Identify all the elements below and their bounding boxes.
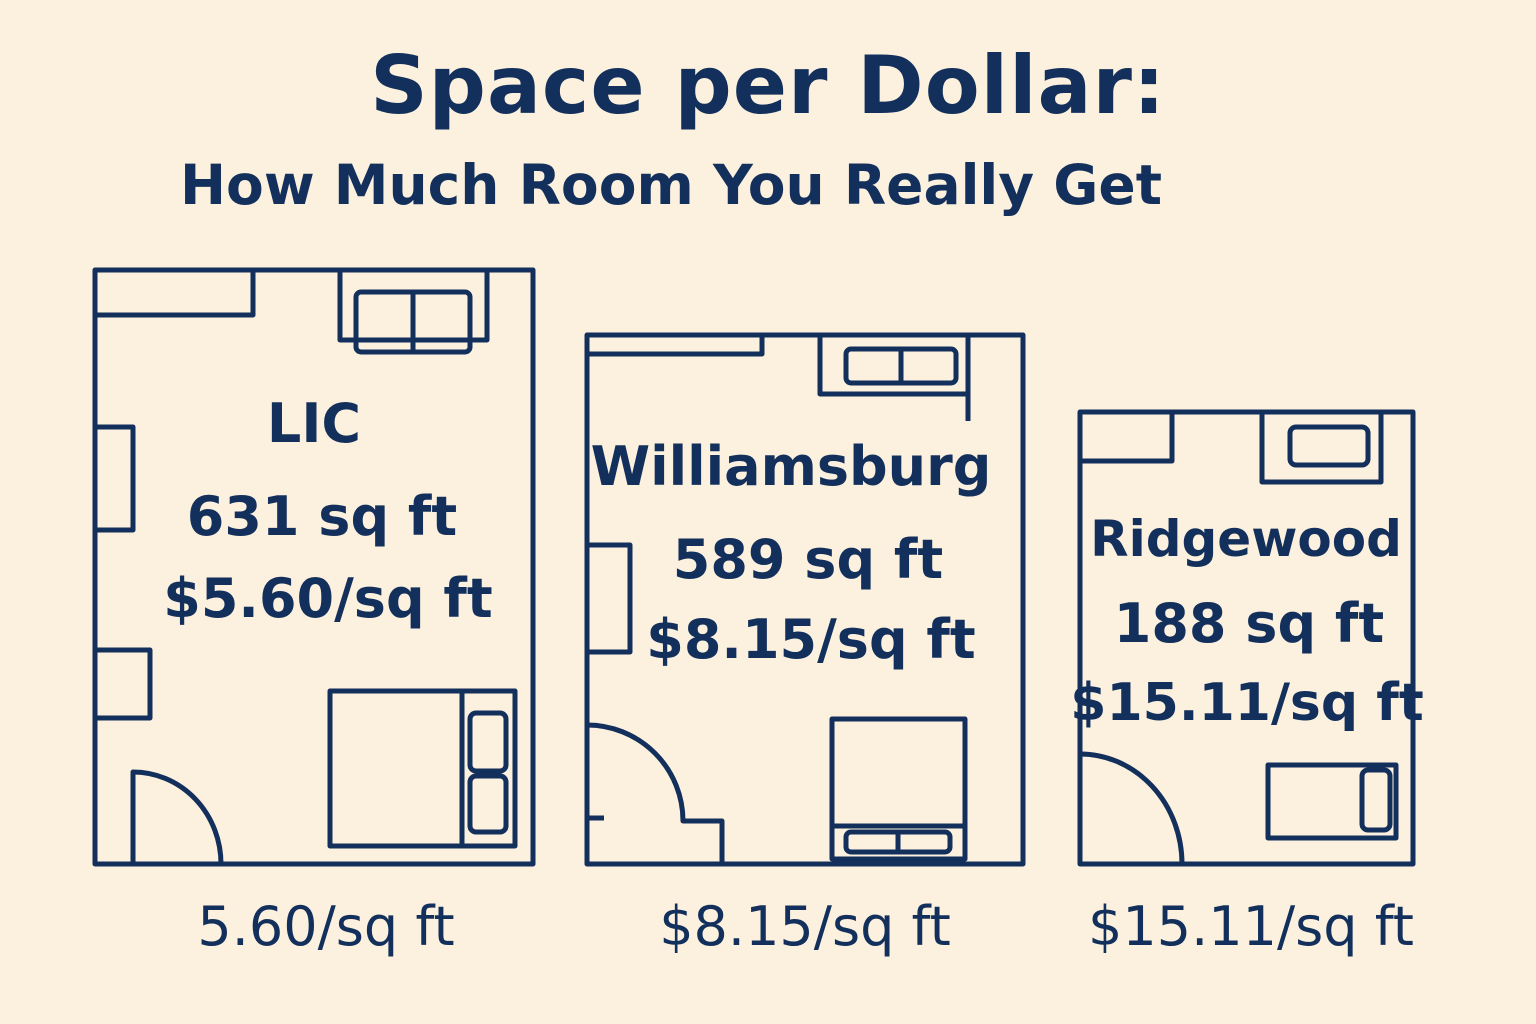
caption-williamsburg: $8.15/sq ft bbox=[659, 895, 951, 958]
furniture-ridgewood bbox=[1079, 412, 1399, 865]
page-title: Space per Dollar: bbox=[370, 39, 1166, 132]
room-price-ridgewood: $15.11/sq ft bbox=[1070, 673, 1423, 733]
room-outline-ridgewood bbox=[1077, 409, 1416, 867]
furniture-williamsburg bbox=[586, 335, 971, 864]
caption-lic: 5.60/sq ft bbox=[197, 895, 455, 958]
room-name-ridgewood: Ridgewood bbox=[1090, 510, 1402, 568]
room-outline-williamsburg bbox=[584, 332, 1026, 867]
room-outline-lic bbox=[92, 267, 536, 867]
page-subtitle: How Much Room You Really Get bbox=[180, 153, 1163, 217]
furniture-lic bbox=[95, 270, 518, 865]
room-name-williamsburg: Williamsburg bbox=[591, 435, 992, 498]
room-area-lic: 631 sq ft bbox=[187, 485, 457, 548]
floor-plan-williamsburg: Williamsburg 589 sq ft $8.15/sq ft bbox=[584, 332, 1026, 867]
room-price-lic: $5.60/sq ft bbox=[163, 567, 492, 630]
floor-plan-lic: LIC 631 sq ft $5.60/sq ft bbox=[92, 267, 536, 867]
room-price-williamsburg: $8.15/sq ft bbox=[646, 608, 975, 671]
room-name-lic: LIC bbox=[267, 392, 361, 455]
floor-plan-ridgewood: Ridgewood 188 sq ft $15.11/sq ft bbox=[1070, 409, 1424, 867]
caption-ridgewood: $15.11/sq ft bbox=[1088, 895, 1414, 958]
room-area-williamsburg: 589 sq ft bbox=[673, 528, 943, 591]
room-area-ridgewood: 188 sq ft bbox=[1114, 592, 1384, 655]
